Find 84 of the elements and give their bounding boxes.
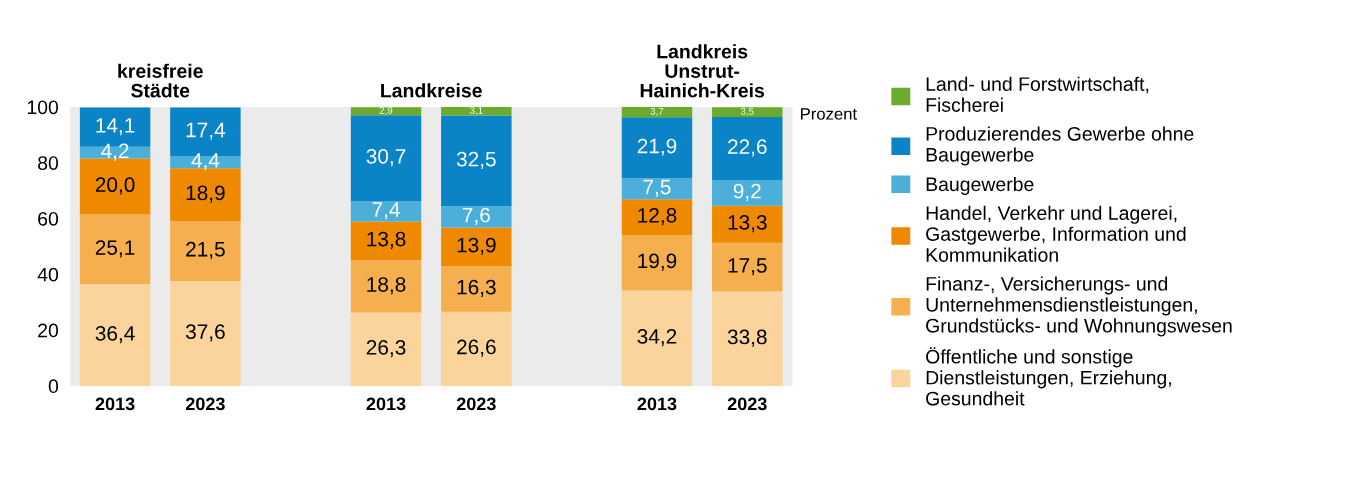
bar (350, 200, 422, 222)
bar (350, 312, 422, 386)
data-label: 7,4 (372, 202, 400, 220)
legend-label: Finanz-, Versicherungs- und Unternehmensdienstleistungen, Grundstücks- und Wohnungswesen (926, 276, 1232, 337)
data-label: 3,5 (740, 107, 754, 116)
bar (441, 206, 512, 228)
data-label: 20,0 (95, 177, 135, 195)
x-tick-label: 2023 (456, 397, 496, 411)
bar (441, 266, 512, 312)
text: Landkreis Unstrut- Hainich-Kreis (640, 44, 764, 98)
data-label: 33,8 (727, 329, 767, 347)
data-label: 13,8 (367, 231, 406, 249)
data-label: 32,5 (456, 151, 496, 169)
bar (712, 205, 783, 243)
data-label: 18,9 (186, 185, 225, 203)
data-label: 2,9 (379, 106, 393, 115)
text: kreisfreie Städte (118, 63, 203, 98)
y-axis-title: Prozent (801, 108, 857, 120)
data-label: 34,2 (637, 329, 677, 347)
y-tick-label: 0 (48, 379, 59, 394)
legend-label: Land- und Forstwirtschaft, Fischerei (926, 76, 1149, 112)
bar (441, 106, 512, 116)
data-label: 30,7 (366, 148, 406, 167)
data-label: 21,9 (637, 138, 677, 156)
data-label: 4,2 (101, 143, 129, 161)
x-tick-label: 2013 (637, 397, 677, 411)
legend-label: Öffentliche und sonstige Dienstleistungen, Erziehung, Gesundheit (926, 347, 1171, 406)
bar (621, 234, 693, 291)
data-label: 17,5 (728, 258, 767, 276)
bar (170, 280, 241, 386)
bar (170, 221, 241, 281)
bar (79, 214, 151, 285)
bar (79, 284, 151, 386)
data-label: 3,1 (469, 106, 483, 115)
data-label: 14,1 (96, 118, 135, 136)
y-tick-label: 100 (27, 100, 59, 115)
bar (441, 227, 512, 267)
y-tick-label: 80 (38, 156, 59, 170)
bar (441, 311, 512, 386)
data-label: 19,9 (638, 253, 677, 271)
bar (621, 106, 693, 118)
x-tick-label: 2013 (95, 397, 135, 411)
data-label: 26,3 (366, 340, 406, 358)
data-label: 17,4 (186, 122, 226, 140)
y-tick-label: 60 (38, 211, 59, 226)
data-label: 25,1 (95, 240, 135, 258)
bar (621, 178, 693, 200)
bar (712, 242, 783, 292)
bar (712, 107, 783, 117)
legend-label: Produzierendes Gewerbe ohne Baugewerbe (926, 126, 1194, 166)
data-label: 36,4 (95, 325, 135, 344)
data-label: 13,3 (728, 215, 767, 233)
data-label: 9,2 (733, 183, 761, 201)
bar (350, 107, 422, 116)
legend-label: Baugewerbe (926, 176, 1034, 196)
data-label: 3,7 (650, 107, 664, 116)
data-label: 4,4 (191, 153, 220, 171)
bar (712, 291, 783, 386)
bar (712, 180, 783, 206)
bar (621, 199, 693, 235)
data-label: 12,8 (638, 207, 677, 226)
text: Landkreise (381, 83, 482, 98)
data-label: 13,9 (457, 237, 496, 255)
y-tick-label: 40 (37, 267, 59, 282)
data-label: 7,6 (462, 207, 490, 225)
data-label: 18,8 (367, 277, 406, 295)
data-label: 16,3 (457, 279, 496, 297)
bar (441, 115, 512, 207)
data-label: 22,6 (728, 139, 767, 157)
bar (621, 290, 693, 386)
bar (350, 115, 422, 201)
data-label: 26,6 (457, 339, 496, 357)
bar (621, 117, 693, 179)
y-tick-label: 20 (38, 323, 59, 338)
data-label: 7,5 (643, 179, 671, 197)
data-label: 21,5 (186, 241, 225, 260)
bar (712, 116, 783, 181)
data-label: 37,6 (185, 324, 225, 342)
x-tick-label: 2023 (727, 397, 767, 411)
bar (350, 260, 422, 313)
bar (350, 221, 422, 261)
legend-label: Handel, Verkehr und Lagerei, Gastgewerbe, Information und Kommunikation (926, 205, 1186, 262)
x-tick-label: 2023 (185, 397, 225, 411)
x-tick-label: 2013 (366, 397, 406, 411)
